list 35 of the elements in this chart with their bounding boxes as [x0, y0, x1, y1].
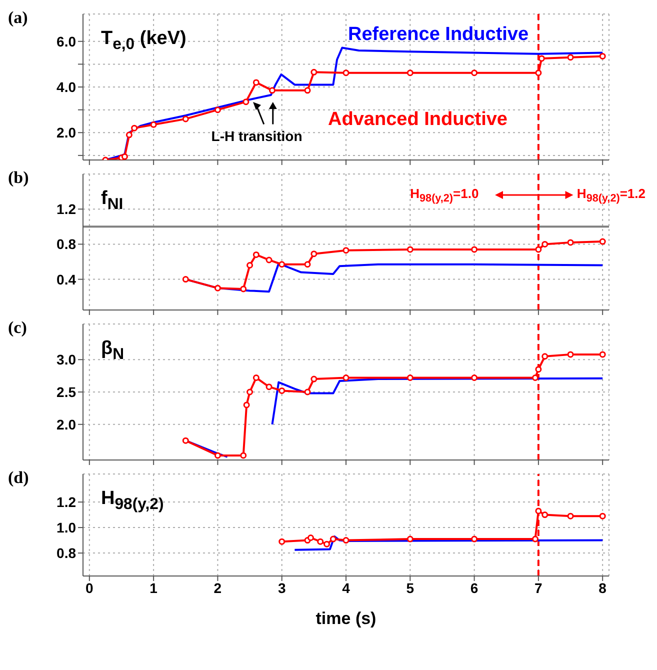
y-tick-label: 2.0 [56, 416, 76, 432]
y-tick-label: 2.5 [56, 384, 76, 400]
x-axis-title: time (s) [316, 609, 376, 628]
series-label: Advanced Inductive [328, 109, 508, 131]
chart-title: (d) [8, 468, 29, 488]
y-tick-label: 1.2 [56, 494, 76, 510]
annotation: H$_{98(y,2)}$=1.0 [410, 186, 479, 205]
x-tick-label: 3 [278, 580, 286, 596]
x-tick-label: 2 [214, 580, 222, 596]
x-tick-label: 6 [470, 580, 478, 596]
x-tick-label: 5 [406, 580, 414, 596]
y-axis-title: f$_{NI}$ [101, 188, 124, 214]
chart-title: (c) [8, 318, 27, 338]
y-tick-label: 1.0 [56, 520, 76, 536]
y-axis-title: T$_{e,0}$ (keV) [101, 28, 186, 54]
series-label: Reference Inductive [348, 24, 529, 46]
y-tick-label: 6.0 [56, 33, 76, 50]
y-tick-label: 0.8 [56, 545, 76, 562]
y-axis-title: β$_{N}$ [101, 338, 124, 364]
x-tick-label: 1 [150, 580, 158, 596]
y-tick-label: 0.4 [56, 271, 76, 288]
y-tick-label: 4.0 [56, 78, 76, 95]
y-axis-title: H$_{98(y,2)}$ [101, 488, 164, 514]
x-tick-label: 4 [342, 580, 350, 596]
x-tick-label: 0 [86, 580, 94, 596]
chart-title: (b) [8, 168, 29, 188]
annotation: H$_{98(y,2)}$=1.2 [576, 186, 646, 205]
y-tick-label: 2.0 [56, 124, 76, 141]
x-tick-label: 8 [598, 580, 607, 596]
annotation: L-H transition [211, 128, 302, 144]
chart-title: (a) [8, 8, 28, 28]
y-tick-label: 0.8 [56, 236, 76, 252]
y-tick-label: 3.0 [56, 352, 76, 368]
x-tick-label: 7 [534, 580, 543, 596]
y-tick-label: 1.2 [56, 201, 76, 218]
